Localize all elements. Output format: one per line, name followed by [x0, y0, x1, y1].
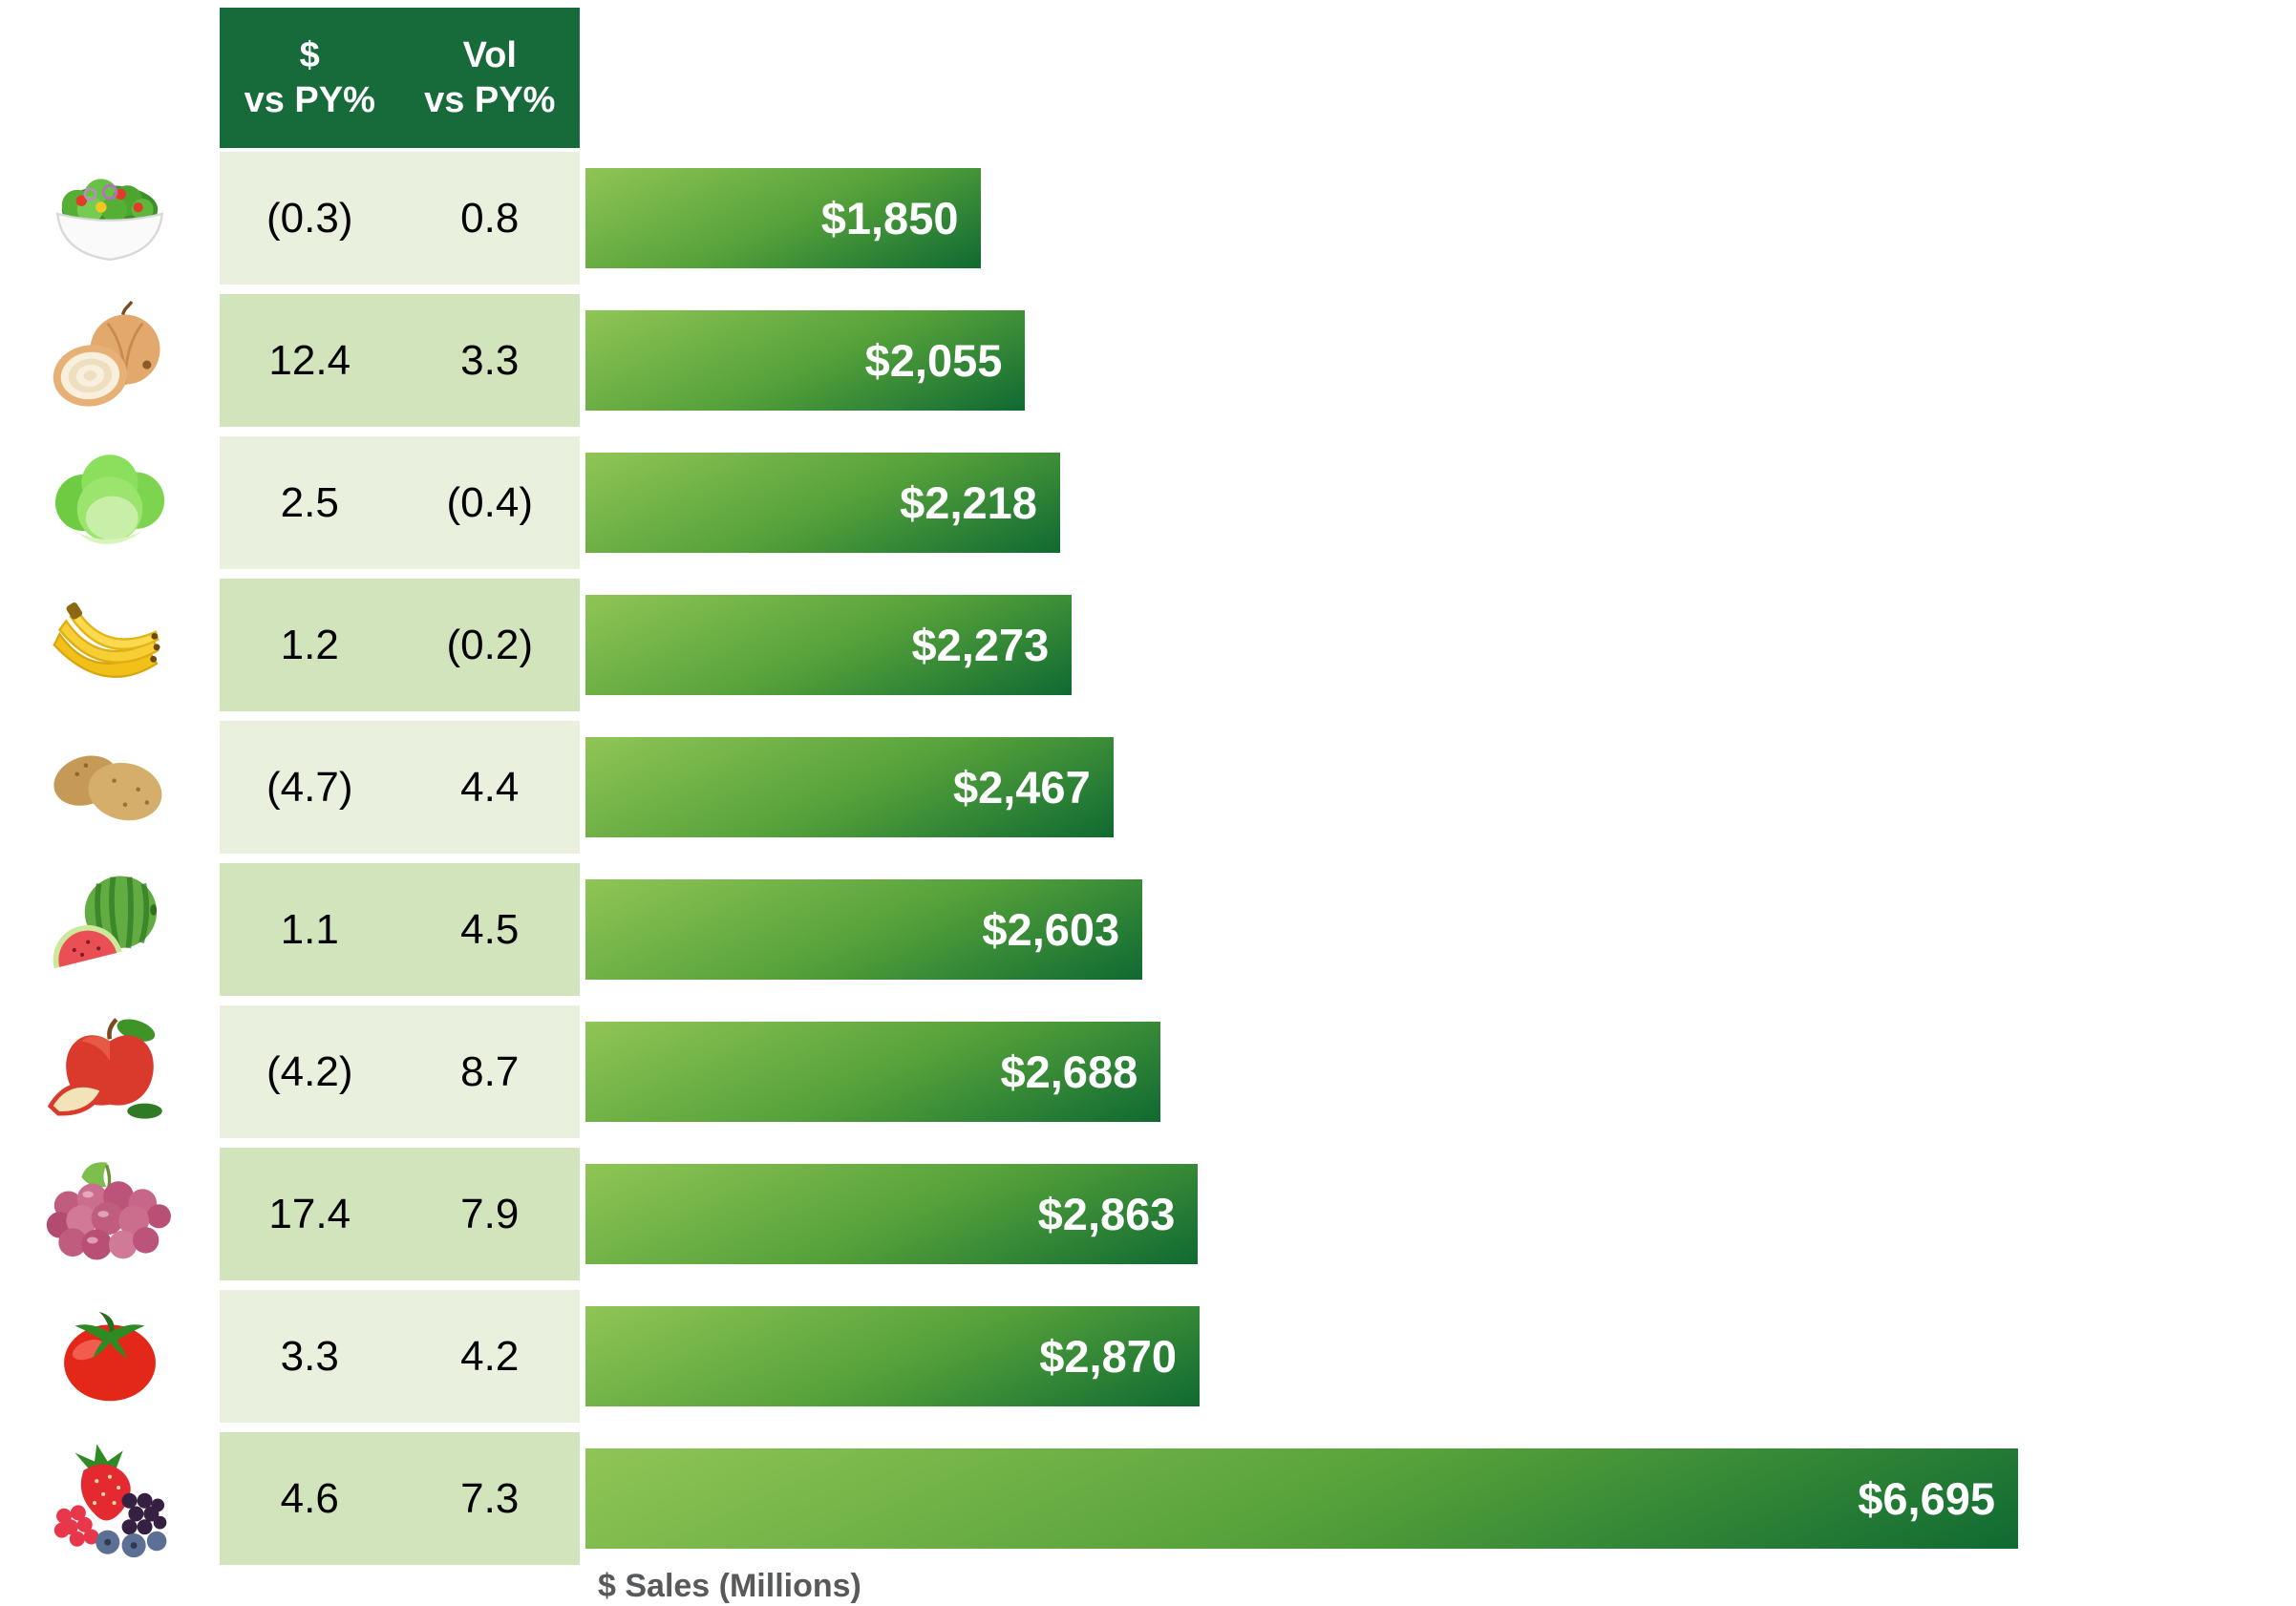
- sales-bar: $2,870: [585, 1306, 1201, 1406]
- row-values: 17.4 7.9: [220, 1148, 580, 1280]
- row-values: (4.7) 4.4: [220, 721, 580, 854]
- dollar-vs-py-value: 1.2: [280, 621, 339, 668]
- sales-value-label: $2,870: [1039, 1331, 1178, 1382]
- bar-track: $2,055: [585, 310, 2018, 411]
- apple-icon: [0, 1005, 220, 1138]
- header-dollar-line2: vs PY%: [244, 79, 375, 120]
- onion-icon: [0, 294, 220, 427]
- row-values: 1.1 4.5: [220, 863, 580, 996]
- vol-vs-py-value: 4.4: [460, 763, 520, 811]
- berries-icon: [0, 1432, 220, 1565]
- sales-bar: $2,055: [585, 310, 1026, 411]
- sales-value-label: $2,603: [982, 904, 1120, 955]
- sales-value-label: $1,850: [820, 193, 959, 243]
- dollar-vs-py-value: (4.2): [266, 1047, 353, 1095]
- header-dollar-line1: $: [299, 34, 320, 75]
- sales-value-label: $2,273: [911, 620, 1050, 670]
- bar-track: $2,688: [585, 1022, 2018, 1122]
- table-header: $ vs PY% Vol vs PY%: [220, 8, 580, 148]
- vol-vs-py-value: (0.4): [446, 478, 533, 526]
- table-row: (4.7) 4.4 $2,467: [0, 721, 2296, 854]
- table-row: 2.5 (0.4) $2,218: [0, 436, 2296, 569]
- dollar-vs-py-value: 1.1: [280, 905, 339, 953]
- row-values: 12.4 3.3: [220, 294, 580, 427]
- dollar-vs-py-value: 17.4: [268, 1190, 351, 1237]
- sales-bar: $2,273: [585, 595, 1073, 695]
- vol-vs-py-value: 7.9: [460, 1190, 520, 1237]
- row-values: (4.2) 8.7: [220, 1005, 580, 1138]
- vol-vs-py-value: 8.7: [460, 1047, 520, 1095]
- dollar-vs-py-value: 3.3: [280, 1332, 339, 1380]
- dollar-vs-py-value: 12.4: [268, 336, 351, 384]
- row-values: 1.2 (0.2): [220, 579, 580, 711]
- bar-track: $1,850: [585, 168, 2018, 268]
- dollar-vs-py-value: (4.7): [266, 763, 353, 811]
- sales-bar: $6,695: [585, 1448, 2018, 1549]
- bar-track: $2,273: [585, 595, 2018, 695]
- table-row: 1.1 4.5 $2,603: [0, 863, 2296, 996]
- sales-bar: $2,218: [585, 453, 1060, 553]
- sales-value-label: $2,688: [1000, 1046, 1138, 1097]
- header-vol-vs-py: Vol vs PY%: [400, 8, 581, 148]
- sales-bar: $1,850: [585, 168, 982, 268]
- bar-track: $6,695: [585, 1448, 2018, 1549]
- dollar-vs-py-value: 4.6: [280, 1474, 339, 1522]
- lettuce-icon: [0, 436, 220, 569]
- salad-icon: [0, 152, 220, 285]
- table-row: 12.4 3.3 $2,055: [0, 294, 2296, 427]
- table-row: (0.3) 0.8 $1,850: [0, 152, 2296, 285]
- tomato-icon: [0, 1290, 220, 1423]
- sales-bar: $2,603: [585, 879, 1143, 980]
- header-dollar-vs-py: $ vs PY%: [220, 8, 400, 148]
- sales-bar: $2,467: [585, 737, 1114, 837]
- sales-bar: $2,863: [585, 1164, 1199, 1264]
- table-row: 3.3 4.2 $2,870: [0, 1290, 2296, 1423]
- grapes-icon: [0, 1148, 220, 1280]
- bar-track: $2,603: [585, 879, 2018, 980]
- banana-icon: [0, 579, 220, 711]
- sales-bar: $2,688: [585, 1022, 1161, 1122]
- row-values: 2.5 (0.4): [220, 436, 580, 569]
- dollar-vs-py-value: (0.3): [266, 194, 353, 242]
- vol-vs-py-value: 4.5: [460, 905, 520, 953]
- bar-track: $2,467: [585, 737, 2018, 837]
- table-row: 17.4 7.9 $2,863: [0, 1148, 2296, 1280]
- x-axis-label: $ Sales (Millions): [598, 1568, 861, 1604]
- sales-value-label: $2,863: [1037, 1189, 1176, 1239]
- watermelon-icon: [0, 863, 220, 996]
- vol-vs-py-value: 4.2: [460, 1332, 520, 1380]
- bar-track: $2,218: [585, 453, 2018, 553]
- sales-value-label: $6,695: [1858, 1473, 1995, 1524]
- sales-value-label: $2,467: [952, 762, 1091, 813]
- vol-vs-py-value: 0.8: [460, 194, 520, 242]
- sales-value-label: $2,055: [864, 335, 1003, 386]
- potato-icon: [0, 721, 220, 854]
- dollar-vs-py-value: 2.5: [280, 478, 339, 526]
- table-row: 1.2 (0.2) $2,273: [0, 579, 2296, 711]
- row-values: 4.6 7.3: [220, 1432, 580, 1565]
- row-values: 3.3 4.2: [220, 1290, 580, 1423]
- bar-track: $2,870: [585, 1306, 2018, 1406]
- vol-vs-py-value: (0.2): [446, 621, 533, 668]
- row-values: (0.3) 0.8: [220, 152, 580, 285]
- table-row: (4.2) 8.7 $2,688: [0, 1005, 2296, 1138]
- bar-track: $2,863: [585, 1164, 2018, 1264]
- header-vol-line2: vs PY%: [424, 79, 556, 120]
- sales-value-label: $2,218: [900, 477, 1037, 528]
- data-rows: (0.3) 0.8 $1,850: [0, 152, 2296, 1574]
- header-vol-line1: Vol: [462, 34, 517, 75]
- vol-vs-py-value: 7.3: [460, 1474, 520, 1522]
- table-row: 4.6 7.3 $6,695: [0, 1432, 2296, 1565]
- vol-vs-py-value: 3.3: [460, 336, 520, 384]
